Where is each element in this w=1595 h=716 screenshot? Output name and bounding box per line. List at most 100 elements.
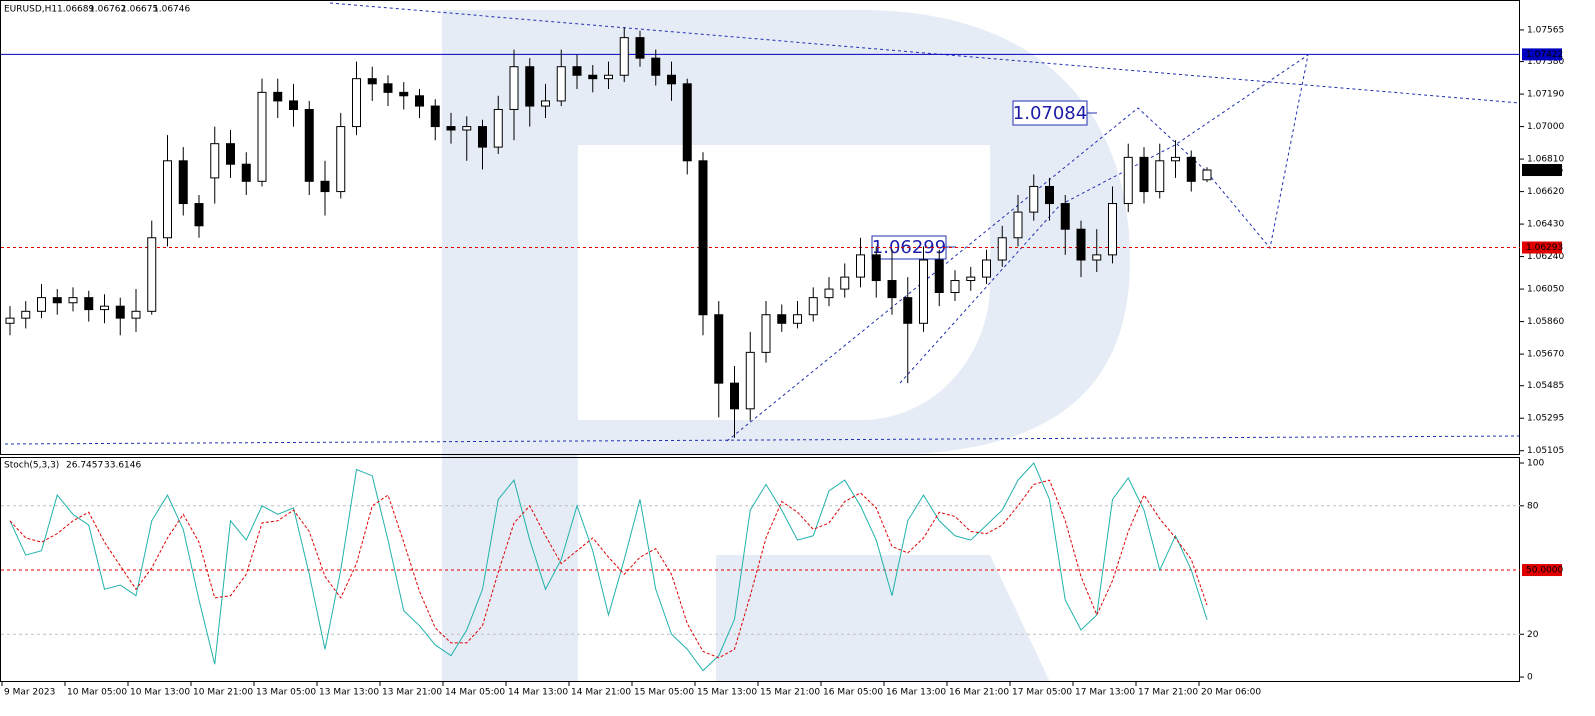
y-tick-label: 1.06050 [1527, 285, 1564, 295]
candle-body [1092, 254, 1102, 261]
x-tick-label: 10 Mar 05:00 [67, 688, 127, 698]
y-tick-label: 1.07000 [1527, 122, 1564, 132]
candle-body [304, 108, 314, 182]
level-label: 1.07422 [1526, 50, 1563, 60]
candle-body [745, 351, 755, 410]
y-tick-label: 1.06620 [1527, 187, 1564, 197]
candle-body [131, 310, 141, 319]
stoch-main-reading: 26.7457 [66, 461, 103, 471]
candle-body [194, 203, 204, 227]
ohlc-open: 1.06689 [57, 5, 94, 15]
candle-body [399, 91, 409, 97]
x-tick-label: 13 Mar 05:00 [256, 688, 316, 698]
x-tick-label: 10 Mar 21:00 [193, 688, 253, 698]
watermark-leg [716, 555, 1050, 682]
candle-body [226, 143, 235, 165]
frames [0, 0, 1520, 682]
y-tick-label: 1.05670 [1527, 350, 1564, 360]
y-tick-label: 80 [1527, 501, 1539, 511]
x-tick-label: 16 Mar 13:00 [886, 688, 946, 698]
x-tick-label: 17 Mar 13:00 [1075, 688, 1135, 698]
x-tick-label: 14 Mar 13:00 [508, 688, 568, 698]
stoch-title: Stoch(5,3,3) [4, 461, 59, 471]
candle-body [919, 259, 928, 324]
candle-body [5, 317, 15, 324]
candle-body [100, 305, 109, 311]
candle-body [320, 180, 330, 193]
candle-body [241, 163, 251, 182]
stoch-panel-frame [0, 457, 1520, 682]
price-label-box [1522, 164, 1562, 177]
x-tick-label: 14 Mar 21:00 [571, 688, 631, 698]
candle-body [147, 237, 157, 312]
candle-body [871, 254, 881, 282]
candle-body [1013, 211, 1023, 239]
candle-body [840, 276, 850, 290]
candle-body [257, 91, 267, 182]
candle-body [430, 105, 440, 128]
y-tick-label: 1.07380 [1527, 57, 1564, 67]
candle-body [478, 126, 487, 148]
y-tick-label: 1.05105 [1527, 446, 1564, 456]
stoch-line [9, 479, 1208, 659]
level-label: 1.06293 [1526, 243, 1563, 253]
price-label: 1.06746 [1526, 166, 1563, 176]
candle-body [588, 74, 598, 80]
candle-body [21, 310, 31, 319]
candle-body [367, 78, 377, 85]
y-tick-label: 1.07565 [1527, 25, 1564, 35]
x-tick-label: 15 Mar 05:00 [634, 688, 694, 698]
y-tick-label: 1.05860 [1527, 317, 1564, 327]
y-tick-label: 20 [1527, 630, 1539, 640]
candle-body [635, 37, 645, 59]
y-tick-label: 1.06430 [1527, 220, 1564, 230]
candle-body [210, 143, 220, 179]
x-tick-label: 14 Mar 05:00 [445, 688, 505, 698]
x-tick-label: 9 Mar 2023 [4, 688, 55, 698]
candle-body [383, 83, 393, 93]
y-tick-label: 1.05485 [1527, 381, 1564, 391]
candle-body [273, 91, 283, 102]
candle-body [446, 126, 456, 131]
stoch-line [9, 462, 1208, 672]
candle-body [934, 259, 944, 293]
symbol-title: EURUSD,H1 [4, 5, 57, 15]
candle-body [761, 314, 771, 353]
candle-body [572, 66, 582, 76]
x-tick-label: 17 Mar 21:00 [1138, 688, 1198, 698]
candle-body [856, 254, 865, 278]
y-tick-label: 0 [1527, 673, 1533, 683]
level-label-box [1522, 564, 1562, 577]
y-tick-label: 1.06810 [1527, 155, 1564, 165]
x-tick-label: 15 Mar 21:00 [760, 688, 820, 698]
ohlc-low: 1.06675 [121, 5, 158, 15]
candle-body [1045, 185, 1054, 205]
candle-body [1202, 169, 1212, 181]
candle-body [1060, 203, 1070, 230]
candle-body [950, 280, 960, 293]
trend-line [329, 2, 1521, 104]
candle-body [1186, 156, 1196, 182]
main-panel-frame [0, 0, 1520, 455]
candle-body [509, 66, 519, 110]
candle-body [52, 297, 62, 304]
candle-body [115, 305, 125, 319]
candle-body [541, 100, 550, 107]
trend-line [4, 435, 1521, 445]
candle-body [1171, 156, 1180, 162]
candle-body [493, 108, 503, 148]
ohlc-high: 1.06762 [89, 5, 126, 15]
candle-body [1155, 160, 1165, 193]
candle-body [336, 126, 346, 193]
candle-body [352, 78, 361, 128]
candle-body [966, 276, 976, 282]
candle-body [903, 297, 913, 324]
candle-body [667, 74, 676, 85]
candle-body [1139, 156, 1149, 193]
candle-body [415, 95, 424, 107]
level-label: 50.0000 [1526, 566, 1563, 576]
x-tick-label: 16 Mar 21:00 [949, 688, 1009, 698]
candle-body [651, 57, 661, 76]
level-label-box [1522, 241, 1562, 254]
